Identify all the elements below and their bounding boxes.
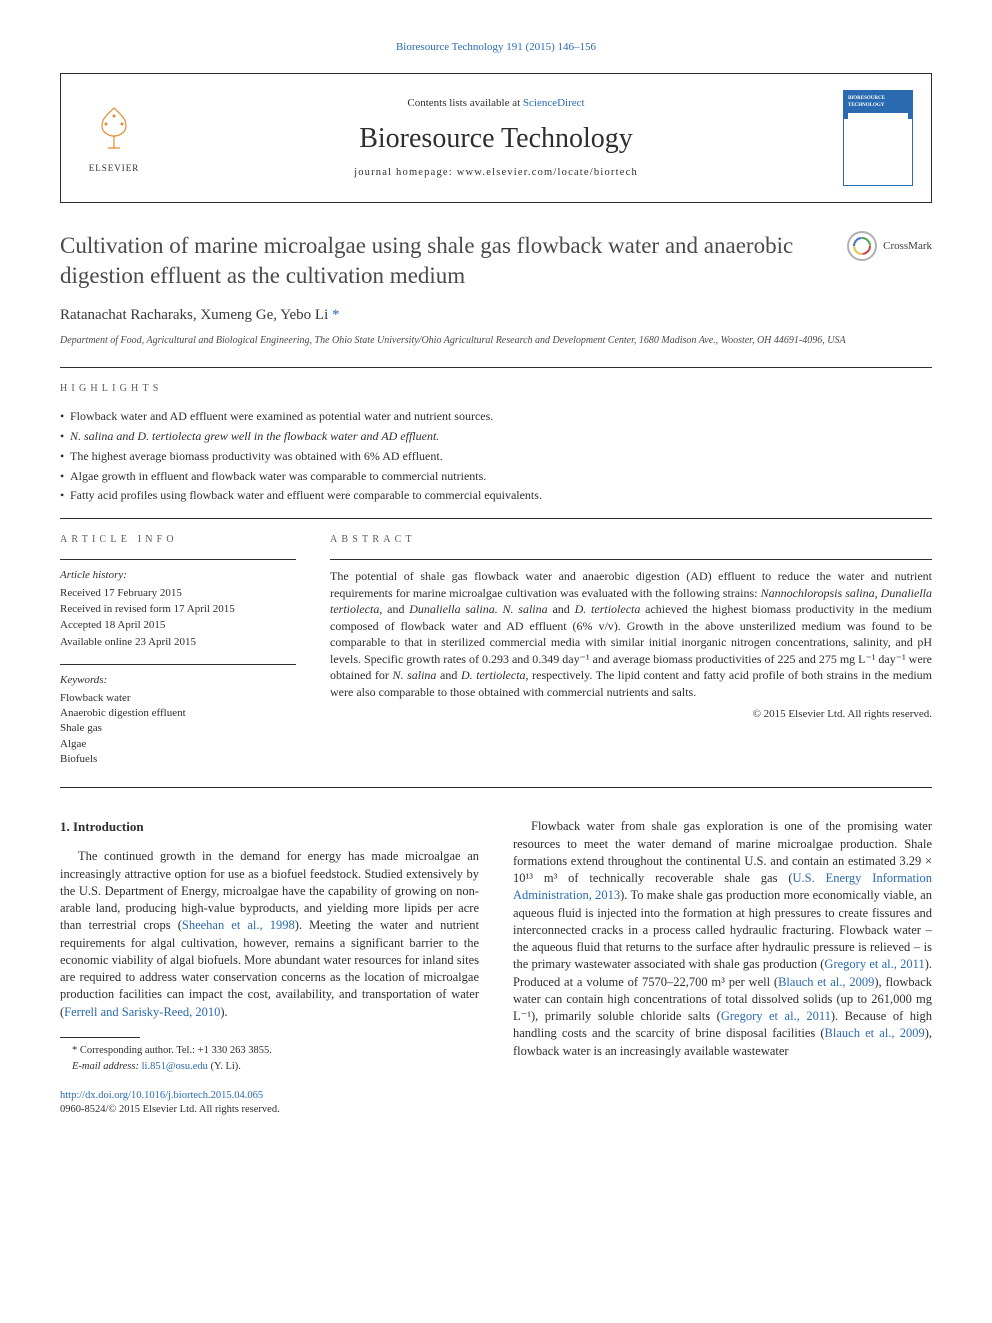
body-column-right: Flowback water from shale gas exploratio… xyxy=(513,818,932,1117)
doi-link[interactable]: http://dx.doi.org/10.1016/j.biortech.201… xyxy=(60,1090,263,1101)
keywords-block: Keywords: Flowback water Anaerobic diges… xyxy=(60,664,296,767)
homepage-line: journal homepage: www.elsevier.com/locat… xyxy=(149,166,843,181)
authors-names: Ratanachat Racharaks, Xumeng Ge, Yebo Li xyxy=(60,307,328,323)
journal-title: Bioresource Technology xyxy=(149,119,843,158)
info-abstract-row: ARTICLE INFO Article history: Received 1… xyxy=(60,533,932,767)
authors-line: Ratanachat Racharaks, Xumeng Ge, Yebo Li… xyxy=(60,305,932,326)
intro-paragraph: The continued growth in the demand for e… xyxy=(60,848,479,1021)
highlight-item: N. salina and D. tertiolecta grew well i… xyxy=(60,428,932,445)
keywords-label: Keywords: xyxy=(60,673,296,688)
citation-line: Bioresource Technology 191 (2015) 146–15… xyxy=(60,40,932,55)
issn-line: 0960-8524/© 2015 Elsevier Ltd. All right… xyxy=(60,1104,280,1115)
rule xyxy=(60,518,932,519)
corresponding-footnote: * Corresponding author. Tel.: +1 330 263… xyxy=(60,1044,479,1058)
keyword: Algae xyxy=(60,737,296,752)
ref-link[interactable]: Blauch et al., 2009 xyxy=(778,975,874,989)
rule xyxy=(60,367,932,368)
ref-link[interactable]: Sheehan et al., 1998 xyxy=(182,918,295,932)
rule xyxy=(330,559,932,560)
history-item: Accepted 18 April 2015 xyxy=(60,618,296,633)
crossmark-label: CrossMark xyxy=(883,239,932,254)
footer-links: http://dx.doi.org/10.1016/j.biortech.201… xyxy=(60,1089,479,1118)
history-label: Article history: xyxy=(60,568,296,583)
highlight-item: Fatty acid profiles using flowback water… xyxy=(60,487,932,504)
elsevier-name: ELSEVIER xyxy=(89,162,140,175)
rule xyxy=(60,664,296,665)
rule xyxy=(60,559,296,560)
abstract-column: ABSTRACT The potential of shale gas flow… xyxy=(330,533,932,767)
crossmark-icon xyxy=(847,231,877,261)
intro-heading: 1. Introduction xyxy=(60,818,479,836)
journal-header-box: ELSEVIER Contents lists available at Sci… xyxy=(60,73,932,203)
highlights-label: HIGHLIGHTS xyxy=(60,382,932,396)
history-item: Available online 23 April 2015 xyxy=(60,635,296,650)
ref-link[interactable]: Blauch et al., 2009 xyxy=(825,1026,925,1040)
keyword: Biofuels xyxy=(60,752,296,767)
crossmark-badge[interactable]: CrossMark xyxy=(847,231,932,261)
article-info-label: ARTICLE INFO xyxy=(60,533,296,547)
affiliation: Department of Food, Agricultural and Bio… xyxy=(60,334,932,347)
citation-link[interactable]: Bioresource Technology 191 (2015) 146–15… xyxy=(396,41,596,53)
ref-link[interactable]: Gregory et al., 2011 xyxy=(824,957,924,971)
highlight-item: Flowback water and AD effluent were exam… xyxy=(60,408,932,425)
footnote-separator xyxy=(60,1037,140,1038)
rule xyxy=(60,787,932,788)
elsevier-tree-icon xyxy=(88,102,140,158)
history-item: Received in revised form 17 April 2015 xyxy=(60,602,296,617)
email-footnote: E-mail address: li.851@osu.edu (Y. Li). xyxy=(60,1060,479,1074)
contents-text: Contents lists available at xyxy=(407,97,522,109)
history-item: Received 17 February 2015 xyxy=(60,586,296,601)
highlight-item: Algae growth in effluent and flowback wa… xyxy=(60,468,932,485)
cover-title: BIORESOURCE TECHNOLOGY xyxy=(848,95,908,109)
journal-cover-thumbnail: BIORESOURCE TECHNOLOGY xyxy=(843,90,913,186)
body-column-left: 1. Introduction The continued growth in … xyxy=(60,818,479,1117)
email-link[interactable]: li.851@osu.edu xyxy=(142,1061,208,1072)
highlight-item: The highest average biomass productivity… xyxy=(60,448,932,465)
contents-line: Contents lists available at ScienceDirec… xyxy=(149,96,843,111)
body-paragraph: Flowback water from shale gas exploratio… xyxy=(513,818,932,1060)
keyword: Flowback water xyxy=(60,691,296,706)
sciencedirect-link[interactable]: ScienceDirect xyxy=(523,97,585,109)
body-columns: 1. Introduction The continued growth in … xyxy=(60,818,932,1117)
keyword: Shale gas xyxy=(60,721,296,736)
abstract-label: ABSTRACT xyxy=(330,533,932,547)
corresponding-marker[interactable]: * xyxy=(332,307,340,323)
header-center: Contents lists available at ScienceDirec… xyxy=(149,96,843,181)
elsevier-logo: ELSEVIER xyxy=(79,102,149,175)
abstract-copyright: © 2015 Elsevier Ltd. All rights reserved… xyxy=(330,707,932,722)
highlights-list: Flowback water and AD effluent were exam… xyxy=(60,408,932,504)
article-title-row: Cultivation of marine microalgae using s… xyxy=(60,231,932,291)
article-info-column: ARTICLE INFO Article history: Received 1… xyxy=(60,533,296,767)
ref-link[interactable]: Gregory et al., 2011 xyxy=(721,1009,831,1023)
keyword: Anaerobic digestion effluent xyxy=(60,706,296,721)
ref-link[interactable]: Ferrell and Sarisky-Reed, 2010 xyxy=(64,1005,220,1019)
abstract-text: The potential of shale gas flowback wate… xyxy=(330,568,932,700)
article-title: Cultivation of marine microalgae using s… xyxy=(60,231,827,291)
